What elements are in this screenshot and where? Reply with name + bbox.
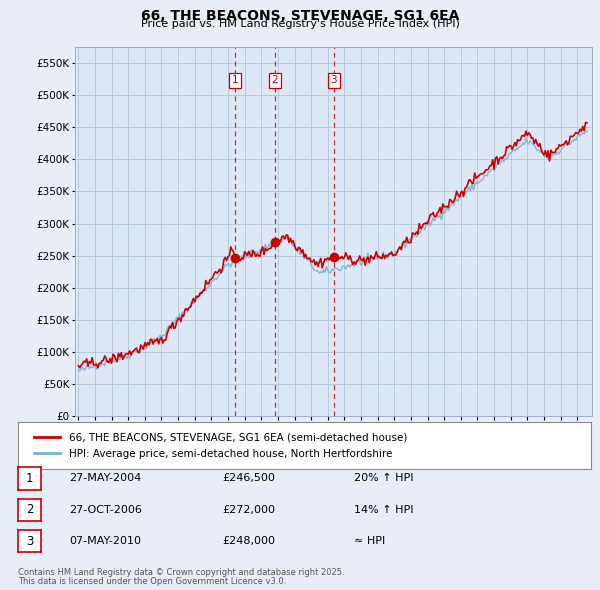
Text: £248,000: £248,000 xyxy=(222,536,275,546)
Text: 1: 1 xyxy=(26,472,33,485)
Text: ≈ HPI: ≈ HPI xyxy=(354,536,385,546)
Text: £272,000: £272,000 xyxy=(222,505,275,514)
Text: 14% ↑ HPI: 14% ↑ HPI xyxy=(354,505,413,514)
Text: 3: 3 xyxy=(330,76,337,86)
Text: Price paid vs. HM Land Registry's House Price Index (HPI): Price paid vs. HM Land Registry's House … xyxy=(140,19,460,30)
Text: £246,500: £246,500 xyxy=(222,474,275,483)
Text: 2: 2 xyxy=(272,76,278,86)
Text: 27-MAY-2004: 27-MAY-2004 xyxy=(69,474,141,483)
Legend: 66, THE BEACONS, STEVENAGE, SG1 6EA (semi-detached house), HPI: Average price, s: 66, THE BEACONS, STEVENAGE, SG1 6EA (sem… xyxy=(29,427,412,464)
Text: 2: 2 xyxy=(26,503,33,516)
Text: 07-MAY-2010: 07-MAY-2010 xyxy=(69,536,141,546)
Text: Contains HM Land Registry data © Crown copyright and database right 2025.: Contains HM Land Registry data © Crown c… xyxy=(18,568,344,577)
Text: This data is licensed under the Open Government Licence v3.0.: This data is licensed under the Open Gov… xyxy=(18,577,286,586)
Text: 1: 1 xyxy=(232,76,238,86)
Text: 66, THE BEACONS, STEVENAGE, SG1 6EA: 66, THE BEACONS, STEVENAGE, SG1 6EA xyxy=(141,9,459,23)
Text: 20% ↑ HPI: 20% ↑ HPI xyxy=(354,474,413,483)
Text: 27-OCT-2006: 27-OCT-2006 xyxy=(69,505,142,514)
Text: 3: 3 xyxy=(26,535,33,548)
